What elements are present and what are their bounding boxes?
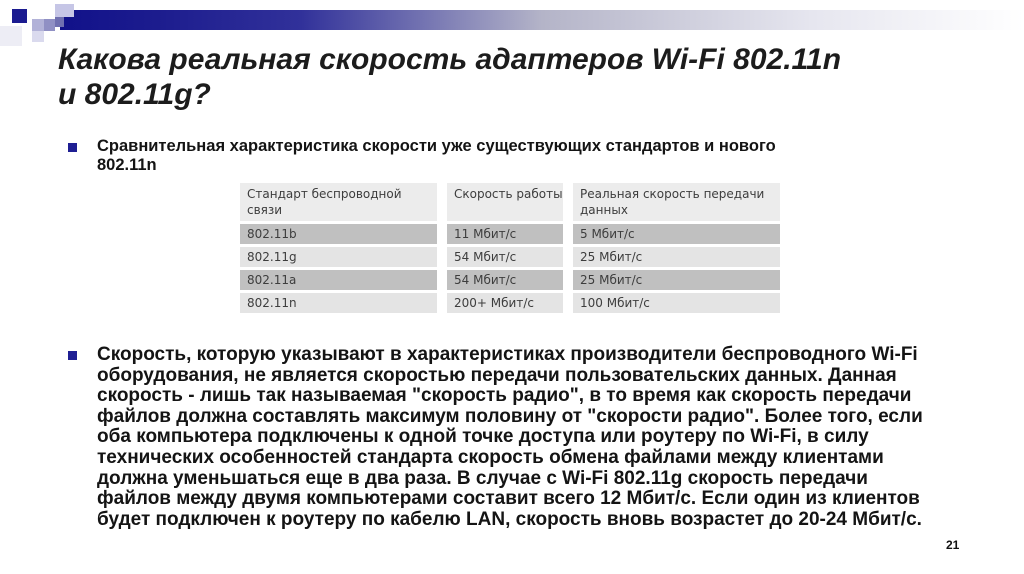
decor-square: [55, 17, 64, 27]
table-cell: 802.11g: [240, 247, 437, 267]
slide-page-number: 21: [946, 538, 960, 552]
table-cell: 802.11n: [240, 293, 437, 313]
wifi-speed-table: Стандарт беспроводной связи Скорость раб…: [240, 183, 780, 313]
decor-square: [44, 19, 55, 31]
table-cell: 5 Мбит/с: [573, 224, 780, 244]
table-cell: 100 Мбит/с: [573, 293, 780, 313]
page-title: Какова реальная скорость адаптеров Wi-Fi…: [58, 43, 842, 111]
decor-square: [0, 26, 22, 46]
table-cell: 200+ Мбит/с: [447, 293, 563, 313]
table-cell: 54 Мбит/с: [447, 247, 563, 267]
bullet-square-icon: [68, 351, 77, 360]
table-cell: 54 Мбит/с: [447, 270, 563, 290]
table-header-real-speed: Реальная скорость передачи данных: [573, 183, 780, 221]
table-cell: 802.11a: [240, 270, 437, 290]
table-cell: 25 Мбит/с: [573, 270, 780, 290]
decor-square: [55, 4, 74, 17]
table-header-standard: Стандарт беспроводной связи: [240, 183, 437, 221]
bullet-square-icon: [68, 143, 77, 152]
bullet-item-comparison: Сравнительная характеристика скорости уж…: [97, 137, 776, 174]
header-gradient-bar: [60, 10, 1024, 30]
table-cell: 802.11b: [240, 224, 437, 244]
decor-square: [32, 31, 44, 42]
table-cell: 25 Мбит/с: [573, 247, 780, 267]
table-cell: 11 Мбит/с: [447, 224, 563, 244]
table-header-speed: Скорость работы: [447, 183, 563, 221]
decor-square: [32, 19, 44, 31]
bullet-item-explanation: Скорость, которую указывают в характерис…: [97, 344, 923, 530]
decor-square: [12, 9, 27, 23]
